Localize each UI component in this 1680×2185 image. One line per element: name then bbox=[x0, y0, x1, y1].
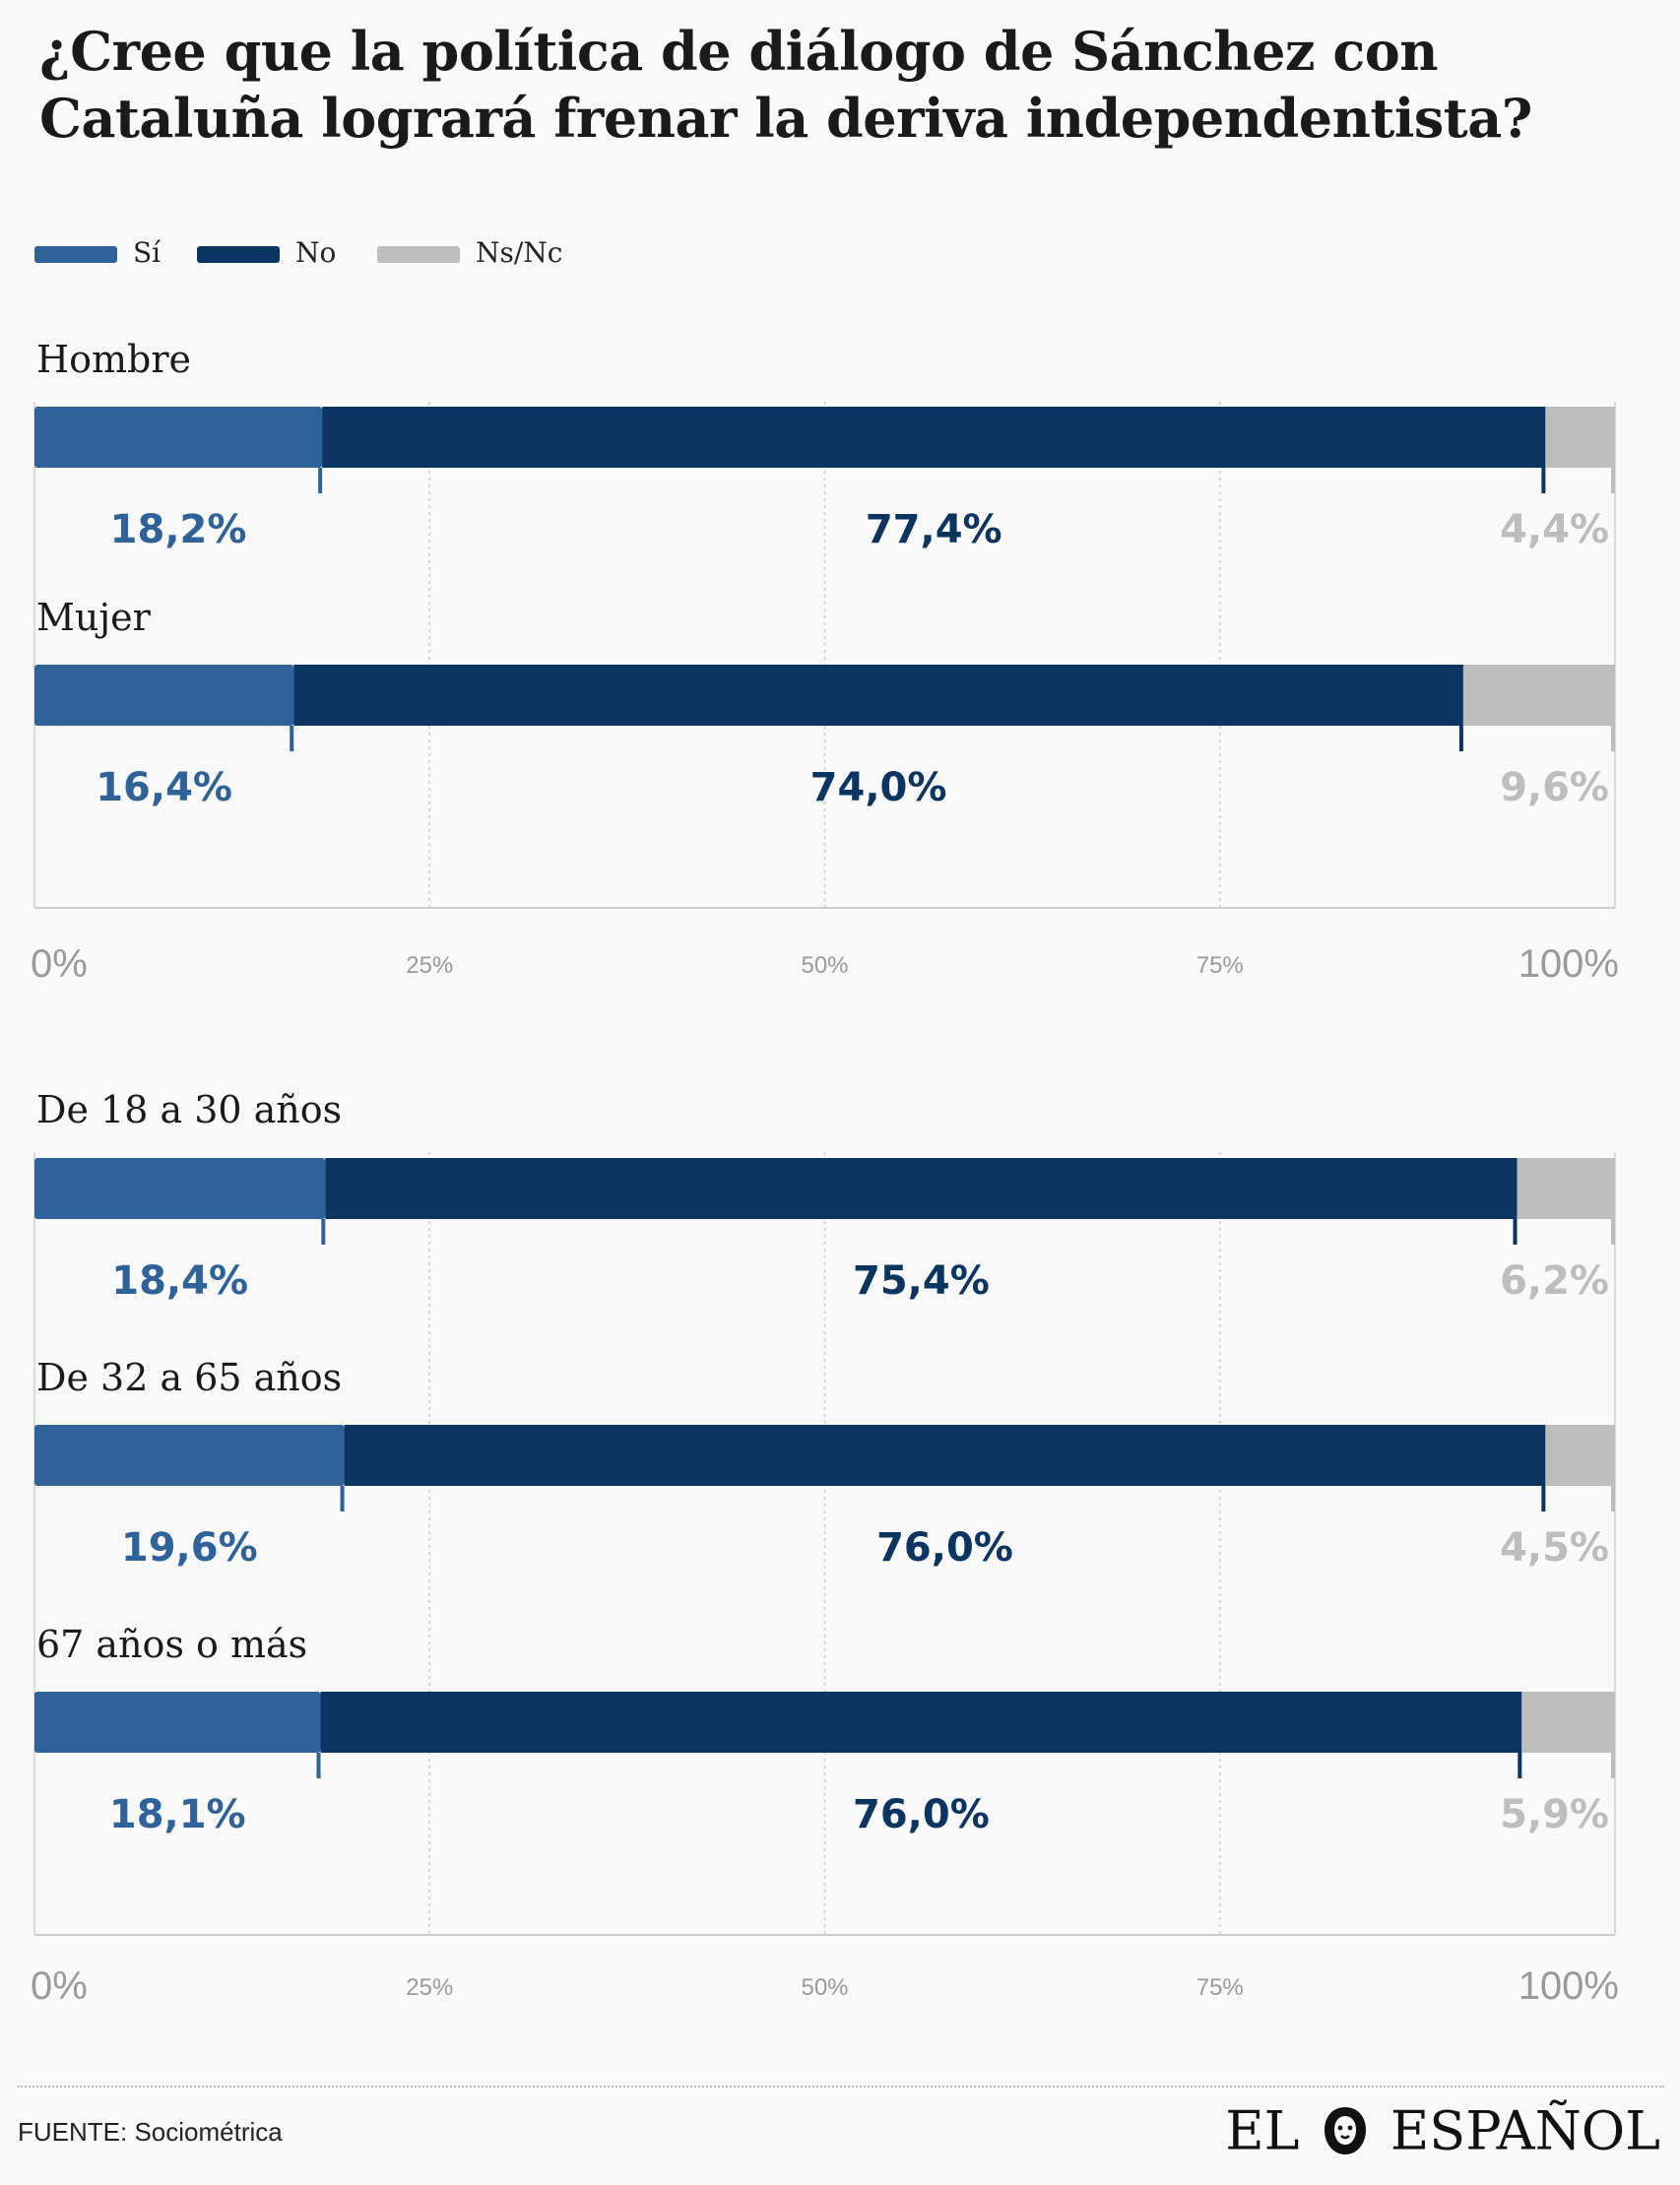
x-tick-label: 100% bbox=[1518, 942, 1619, 986]
category-label: Mujer bbox=[36, 596, 152, 639]
value-label-no: 77,4% bbox=[866, 507, 1002, 552]
x-tick-label: 25% bbox=[406, 952, 453, 979]
x-tick-label: 50% bbox=[801, 952, 848, 979]
legend-swatch-nsnc bbox=[377, 246, 460, 263]
value-label-si: 19,6% bbox=[121, 1525, 258, 1571]
x-tick-label: 75% bbox=[1196, 952, 1244, 979]
value-label-no: 74,0% bbox=[810, 765, 947, 810]
x-tick-label: 100% bbox=[1518, 1964, 1619, 2008]
value-label-no: 75,4% bbox=[853, 1258, 990, 1304]
value-label-si: 18,2% bbox=[110, 507, 247, 552]
x-tick-label: 0% bbox=[31, 1964, 88, 2008]
logo-text-right: ESPAÑOL bbox=[1389, 2099, 1660, 2162]
bar-segment-si bbox=[34, 1425, 345, 1486]
bar-segment-si bbox=[34, 1158, 326, 1219]
value-label-nsnc: 4,5% bbox=[1500, 1525, 1609, 1571]
value-label-nsnc: 9,6% bbox=[1500, 765, 1609, 810]
category-label: De 32 a 65 años bbox=[36, 1356, 342, 1399]
category-label: 67 años o más bbox=[36, 1623, 307, 1666]
footer-divider bbox=[18, 2086, 1664, 2088]
bar-segment-nsnc bbox=[1517, 1158, 1615, 1219]
legend-label-nsnc: Ns/Nc bbox=[476, 236, 563, 269]
legend-swatch-si bbox=[34, 246, 117, 263]
value-label-nsnc: 6,2% bbox=[1500, 1258, 1609, 1304]
bar-segment-si bbox=[34, 1692, 321, 1753]
value-label-si: 18,1% bbox=[109, 1792, 246, 1837]
legend-swatch-no bbox=[197, 246, 280, 263]
x-tick-label: 50% bbox=[801, 1974, 848, 2001]
value-label-nsnc: 5,9% bbox=[1500, 1792, 1609, 1837]
bar-segment-si bbox=[34, 665, 294, 726]
bar-segment-no bbox=[325, 1158, 1518, 1219]
x-tick-label: 25% bbox=[406, 1974, 453, 2001]
bar-segment-si bbox=[34, 407, 323, 468]
el-espanol-logo: EL ESPAÑOL bbox=[1225, 2095, 1660, 2162]
legend-label-si: Sí bbox=[133, 236, 162, 269]
value-label-no: 76,0% bbox=[853, 1792, 990, 1837]
bar-segment-no bbox=[344, 1425, 1546, 1486]
legend-label-no: No bbox=[295, 236, 337, 269]
value-label-si: 16,4% bbox=[96, 765, 232, 810]
source-note: FUENTE: Sociométrica bbox=[18, 2117, 283, 2147]
bar-segment-nsnc bbox=[1545, 407, 1615, 468]
logo-text-left: EL bbox=[1225, 2099, 1300, 2162]
bar-segment-no bbox=[320, 1692, 1522, 1753]
value-label-no: 76,0% bbox=[876, 1525, 1013, 1571]
x-tick-label: 75% bbox=[1196, 1974, 1244, 2001]
lion-head-icon bbox=[1324, 2107, 1366, 2154]
bar-segment-no bbox=[293, 665, 1463, 726]
bar-segment-no bbox=[322, 407, 1546, 468]
bar-segment-nsnc bbox=[1462, 665, 1615, 726]
x-tick-label: 0% bbox=[31, 942, 88, 986]
value-label-si: 18,4% bbox=[111, 1258, 248, 1304]
chart-title: ¿Cree que la política de diálogo de Sánc… bbox=[39, 20, 1532, 150]
category-label: De 18 a 30 años bbox=[36, 1088, 342, 1131]
bar-segment-nsnc bbox=[1521, 1692, 1615, 1753]
bar-segment-nsnc bbox=[1545, 1425, 1615, 1486]
category-label: Hombre bbox=[36, 338, 191, 381]
value-label-nsnc: 4,4% bbox=[1500, 507, 1609, 552]
